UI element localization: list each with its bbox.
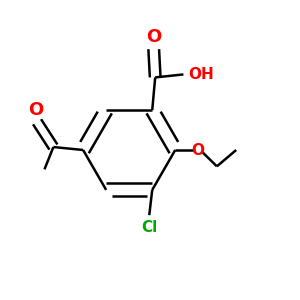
Text: O: O	[146, 28, 161, 46]
Text: OH: OH	[188, 67, 214, 82]
Text: O: O	[28, 101, 43, 119]
Text: Cl: Cl	[141, 220, 158, 235]
Text: O: O	[191, 142, 204, 158]
